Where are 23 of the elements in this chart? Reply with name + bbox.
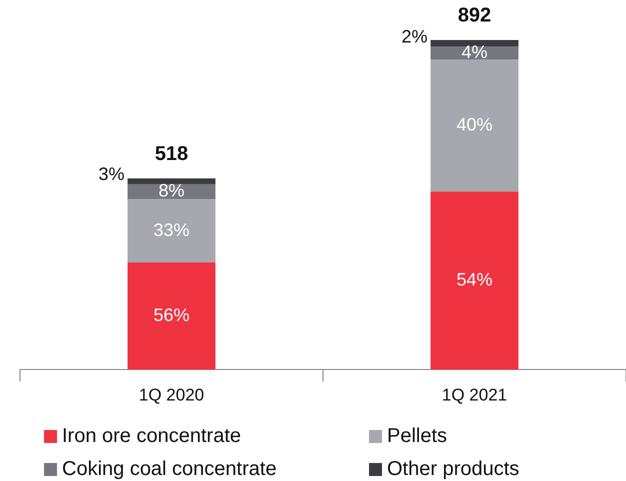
legend-label: Other products — [387, 458, 520, 481]
x-tick-label: 1Q 2020 — [138, 385, 204, 404]
annotation: 518 — [154, 142, 188, 165]
bar — [128, 262, 216, 370]
annotation: 2% — [402, 26, 428, 46]
legend-label: Coking coal concentrate — [62, 458, 277, 481]
annotation: 40% — [456, 114, 493, 135]
bar — [430, 192, 518, 370]
bar — [430, 60, 518, 192]
annotation: 3% — [98, 164, 125, 184]
legend-label: Iron ore concentrate — [62, 425, 241, 448]
bar — [128, 178, 216, 184]
bar — [430, 46, 518, 60]
legend-label: Pellets — [387, 425, 448, 448]
annotation: 54% — [456, 270, 493, 290]
annotation: 4% — [461, 42, 488, 62]
annotation: 56% — [153, 305, 190, 326]
bar — [128, 199, 216, 262]
text: 892 — [458, 4, 492, 27]
x-tick-label: 1Q 2021 — [442, 385, 508, 404]
annotation: 8% — [158, 180, 185, 201]
bar — [430, 40, 518, 47]
annotation: 33% — [153, 220, 190, 240]
